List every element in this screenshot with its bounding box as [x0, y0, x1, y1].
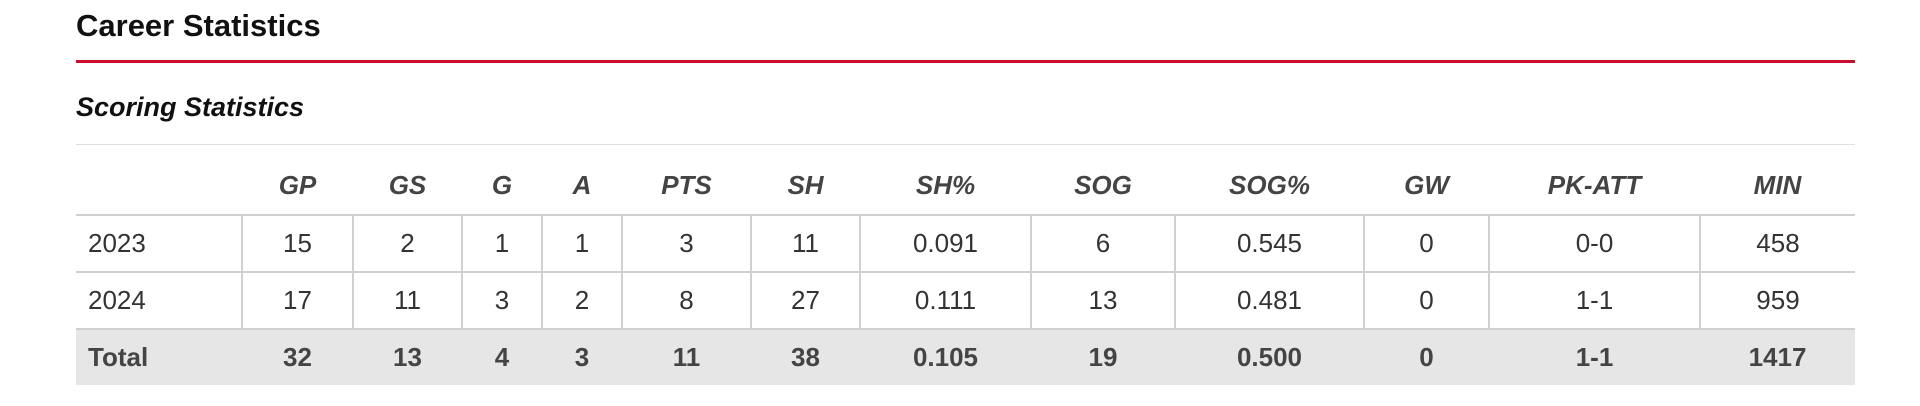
row: 2024 17 11 3 2 8 27 0.111 13 0.481 0 1-1 959 — [76, 272, 1855, 330]
column-header: SOG% — [1175, 157, 1364, 216]
cell: 3 — [542, 329, 622, 385]
cell: 32 — [242, 329, 353, 385]
column-header: GW — [1364, 157, 1489, 216]
cell: 13 — [1030, 272, 1176, 330]
column-header: A — [542, 157, 622, 216]
cell: 17 — [241, 272, 354, 330]
cell: 0 — [1364, 329, 1489, 385]
stats-table: GP GS G A PTS SH SH% SOG SOG% GW PK-ATT MIN 2023 15 2… — [76, 157, 1855, 385]
column-header: MIN — [1700, 157, 1855, 216]
row-label: 2023 — [76, 215, 243, 273]
column-header: PK-ATT — [1489, 157, 1700, 216]
column-header: GP — [242, 157, 353, 216]
cell: 959 — [1699, 272, 1855, 330]
cell: 38 — [751, 329, 860, 385]
corner — [76, 157, 242, 216]
column-header: GS — [353, 157, 462, 216]
cell: 27 — [750, 272, 861, 330]
column-header: G — [462, 157, 542, 216]
column-header: SH% — [860, 157, 1031, 216]
column-header: SOG — [1031, 157, 1175, 216]
cell: 0.105 — [860, 329, 1031, 385]
cell: 2 — [541, 272, 623, 330]
title: Career Statistics — [76, 8, 321, 43]
cell: 0 — [1363, 215, 1490, 273]
cell: 0.481 — [1174, 272, 1365, 330]
column-header: PTS — [622, 157, 751, 216]
row: 2023 15 2 1 1 3 11 0.091 6 0.545 0 0-0 458 — [76, 215, 1855, 273]
table-body: 2023 15 2 1 1 3 11 0.091 6 0.545 0 0-0 458 2024 17 11 3 2… — [76, 215, 1855, 385]
row-label: 2024 — [76, 272, 243, 330]
cell: 0.091 — [859, 215, 1032, 273]
rule — [76, 144, 1855, 145]
cell: 0.111 — [859, 272, 1032, 330]
red-rule — [76, 60, 1855, 63]
cell: 11 — [622, 329, 751, 385]
cell: 3 — [621, 215, 752, 273]
cell: 15 — [241, 215, 354, 273]
cell: 3 — [461, 272, 543, 330]
cell: 1417 — [1700, 329, 1855, 385]
cell: 1 — [541, 215, 623, 273]
cell: 0.545 — [1174, 215, 1365, 273]
cell: 19 — [1031, 329, 1175, 385]
cell: 0-0 — [1488, 215, 1701, 273]
cell: 458 — [1699, 215, 1855, 273]
column-header: SH — [751, 157, 860, 216]
header-row: GP GS G A PTS SH SH% SOG SOG% GW PK-ATT MIN — [76, 157, 1855, 216]
cell: 1 — [461, 215, 543, 273]
total-row: Total 32 13 4 3 11 38 0.105 19 0.500 0 1-1 1417 — [76, 329, 1855, 385]
cell: 1-1 — [1489, 329, 1700, 385]
cell: 2 — [352, 215, 463, 273]
row-label: Total — [76, 329, 242, 385]
cell: 0 — [1363, 272, 1490, 330]
cell: 6 — [1030, 215, 1176, 273]
section-title: Scoring Statistics — [76, 92, 305, 122]
cell: 8 — [621, 272, 752, 330]
cell: 13 — [353, 329, 462, 385]
cell: 1-1 — [1488, 272, 1701, 330]
cell: 4 — [462, 329, 542, 385]
cell: 11 — [750, 215, 861, 273]
cell: 0.500 — [1175, 329, 1364, 385]
cell: 11 — [352, 272, 463, 330]
